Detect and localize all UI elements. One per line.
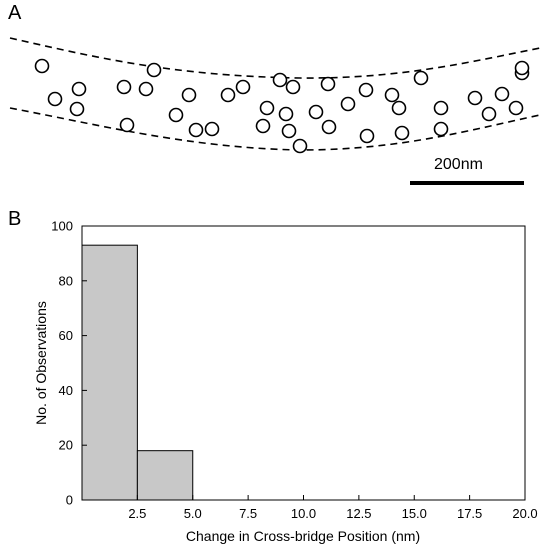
particle xyxy=(235,79,251,95)
particle xyxy=(413,70,429,86)
particle xyxy=(321,119,337,135)
y-tick-label: 40 xyxy=(59,383,73,398)
scale-bar-label: 200nm xyxy=(434,156,483,173)
x-tick-label: 15.0 xyxy=(402,506,427,521)
particle xyxy=(119,117,135,133)
panel-b-label: B xyxy=(8,208,22,230)
x-tick-label: 2.5 xyxy=(128,506,146,521)
particle xyxy=(359,128,375,144)
panel-a-label: A xyxy=(8,2,22,24)
plot-frame xyxy=(81,225,526,501)
filament-tracing: 200nm xyxy=(9,37,541,185)
particle xyxy=(138,81,154,97)
y-tick-label: 0 xyxy=(66,493,73,508)
particle xyxy=(391,100,407,116)
particle xyxy=(220,87,236,103)
y-axis-title: No. of Observations xyxy=(33,301,49,425)
x-axis-ticks: 2.5 5.0 7.5 10.0 12.5 15.0 17.5 20.0 xyxy=(128,495,538,521)
x-tick-label: 20.0 xyxy=(512,506,537,521)
particle xyxy=(320,76,336,92)
particle xyxy=(181,87,197,103)
particle xyxy=(116,79,132,95)
y-tick-label: 100 xyxy=(51,219,73,234)
particle xyxy=(394,125,410,141)
histogram-bar xyxy=(136,450,194,501)
particle xyxy=(358,82,374,98)
particle xyxy=(514,60,530,76)
particle xyxy=(508,100,524,116)
particle xyxy=(308,104,324,120)
y-axis-ticks: 0 20 40 60 80 100 xyxy=(51,219,87,508)
particle xyxy=(340,96,356,112)
particle xyxy=(69,101,85,117)
x-tick-label: 10.0 xyxy=(291,506,316,521)
particle xyxy=(467,90,483,106)
x-tick-label: 12.5 xyxy=(346,506,371,521)
y-tick-label: 80 xyxy=(59,273,73,288)
particle xyxy=(281,123,297,139)
x-tick-label: 5.0 xyxy=(184,506,202,521)
y-tick-label: 60 xyxy=(59,328,73,343)
particle xyxy=(47,91,63,107)
particle xyxy=(433,121,449,137)
x-tick-label: 7.5 xyxy=(239,506,257,521)
y-tick-label: 20 xyxy=(59,438,73,453)
particle xyxy=(71,81,87,97)
particle xyxy=(433,100,449,116)
particle xyxy=(285,79,301,95)
histogram-bar xyxy=(81,244,138,501)
filament-lower-boundary xyxy=(9,107,541,151)
particle xyxy=(494,86,510,102)
particle xyxy=(204,121,220,137)
particle xyxy=(481,106,497,122)
x-tick-label: 17.5 xyxy=(457,506,482,521)
particle xyxy=(259,100,275,116)
particle xyxy=(168,107,184,123)
particle xyxy=(272,72,288,88)
particle xyxy=(278,106,294,122)
particle xyxy=(292,138,308,154)
particle xyxy=(34,58,50,74)
cross-bridge-particles xyxy=(34,58,530,154)
histogram-bars xyxy=(81,244,194,501)
particle xyxy=(146,62,162,78)
particle xyxy=(188,122,204,138)
particle xyxy=(384,87,400,103)
x-axis-title: Change in Cross-bridge Position (nm) xyxy=(186,528,420,544)
particle xyxy=(255,118,271,134)
filament-upper-boundary xyxy=(9,37,541,79)
